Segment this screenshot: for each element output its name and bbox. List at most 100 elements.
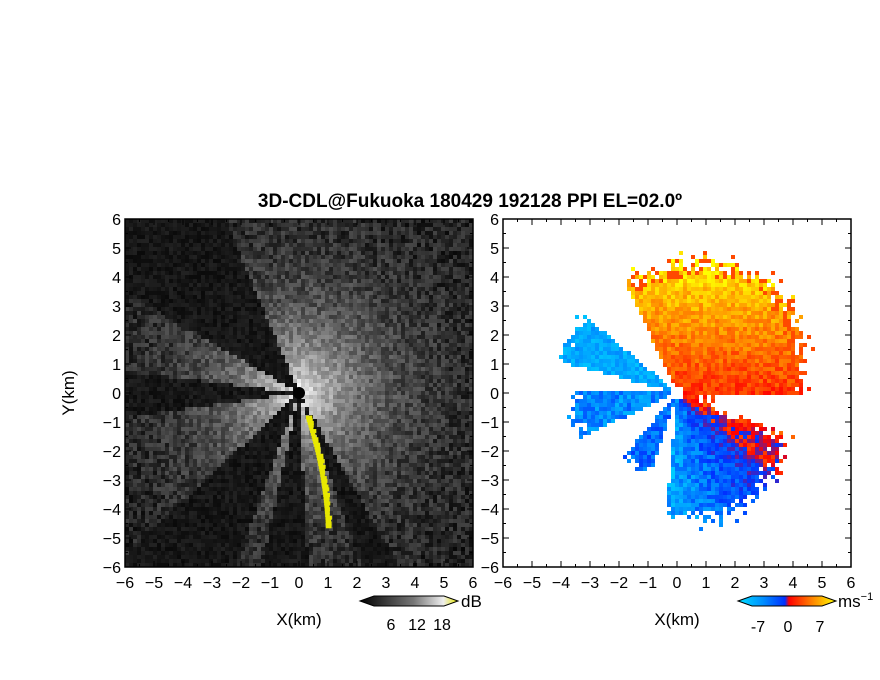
reflectivity-cell xyxy=(245,259,249,263)
reflectivity-cell xyxy=(313,247,317,251)
reflectivity-cell xyxy=(273,331,277,335)
reflectivity-cell xyxy=(157,275,161,279)
reflectivity-cell xyxy=(453,371,457,375)
reflectivity-cell xyxy=(301,263,305,267)
reflectivity-cell xyxy=(373,227,377,231)
reflectivity-cell xyxy=(449,271,453,275)
reflectivity-cell xyxy=(161,263,165,267)
reflectivity-cell xyxy=(269,243,273,247)
reflectivity-cell xyxy=(237,223,241,227)
reflectivity-cell xyxy=(221,439,225,443)
reflectivity-cell xyxy=(141,399,145,403)
reflectivity-cell xyxy=(357,303,361,307)
reflectivity-cell xyxy=(241,251,245,255)
reflectivity-cell xyxy=(401,219,405,223)
reflectivity-cell xyxy=(357,415,361,419)
reflectivity-cell xyxy=(401,411,405,415)
reflectivity-cell xyxy=(209,447,213,451)
reflectivity-cell xyxy=(153,391,157,395)
reflectivity-cell xyxy=(305,279,309,283)
reflectivity-cell xyxy=(381,259,385,263)
reflectivity-cell xyxy=(165,231,169,235)
reflectivity-cell xyxy=(189,411,193,415)
reflectivity-cell xyxy=(145,299,149,303)
reflectivity-cell xyxy=(241,231,245,235)
reflectivity-cell xyxy=(237,327,241,331)
reflectivity-cell xyxy=(329,319,333,323)
reflectivity-cell xyxy=(337,427,341,431)
reflectivity-cell xyxy=(317,223,321,227)
reflectivity-cell xyxy=(233,223,237,227)
reflectivity-cell xyxy=(429,275,433,279)
reflectivity-cell xyxy=(293,323,297,327)
reflectivity-cell xyxy=(165,283,169,287)
reflectivity-cell xyxy=(449,363,453,367)
reflectivity-cell xyxy=(397,251,401,255)
reflectivity-cell xyxy=(281,367,285,371)
reflectivity-cell xyxy=(177,259,181,263)
reflectivity-cell xyxy=(281,319,285,323)
reflectivity-cell xyxy=(133,287,137,291)
reflectivity-cell xyxy=(145,239,149,243)
reflectivity-cell xyxy=(181,295,185,299)
reflectivity-cell xyxy=(281,411,285,415)
reflectivity-cell xyxy=(341,379,345,383)
reflectivity-cell xyxy=(397,359,401,363)
reflectivity-cell xyxy=(133,391,137,395)
reflectivity-cell xyxy=(341,355,345,359)
reflectivity-cell xyxy=(193,443,197,447)
reflectivity-cell xyxy=(253,359,257,363)
reflectivity-cell xyxy=(337,403,341,407)
reflectivity-cell xyxy=(137,239,141,243)
reflectivity-cell xyxy=(401,311,405,315)
reflectivity-cell xyxy=(229,315,233,319)
reflectivity-cell xyxy=(297,255,301,259)
reflectivity-cell xyxy=(169,419,173,423)
reflectivity-cell xyxy=(237,319,241,323)
reflectivity-cell xyxy=(413,271,417,275)
reflectivity-cell xyxy=(433,323,437,327)
reflectivity-cell xyxy=(333,299,337,303)
reflectivity-cell xyxy=(261,267,265,271)
reflectivity-cell xyxy=(453,403,457,407)
reflectivity-cell xyxy=(329,311,333,315)
reflectivity-cell xyxy=(257,291,261,295)
reflectivity-cell xyxy=(249,311,253,315)
reflectivity-cell xyxy=(301,267,305,271)
reflectivity-cell xyxy=(465,443,469,447)
reflectivity-cell xyxy=(165,399,169,403)
reflectivity-cell xyxy=(373,407,377,411)
reflectivity-cell xyxy=(225,255,229,259)
reflectivity-cell xyxy=(129,363,133,367)
reflectivity-cell xyxy=(413,347,417,351)
reflectivity-cell xyxy=(317,359,321,363)
reflectivity-cell xyxy=(237,423,241,427)
reflectivity-cell xyxy=(385,295,389,299)
reflectivity-cell xyxy=(389,227,393,231)
reflectivity-cell xyxy=(325,279,329,283)
reflectivity-cell xyxy=(469,427,473,431)
reflectivity-cell xyxy=(185,427,189,431)
reflectivity-cell xyxy=(293,239,297,243)
reflectivity-cell xyxy=(337,235,341,239)
reflectivity-cell xyxy=(285,363,289,367)
reflectivity-cell xyxy=(245,419,249,423)
reflectivity-cell xyxy=(273,311,277,315)
reflectivity-cell xyxy=(217,291,221,295)
reflectivity-cell xyxy=(345,363,349,367)
reflectivity-cell xyxy=(289,235,293,239)
reflectivity-cell xyxy=(357,391,361,395)
reflectivity-cell xyxy=(313,343,317,347)
reflectivity-cell xyxy=(321,231,325,235)
reflectivity-cell xyxy=(285,279,289,283)
reflectivity-cell xyxy=(449,319,453,323)
reflectivity-cell xyxy=(133,339,137,343)
reflectivity-cell xyxy=(189,379,193,383)
reflectivity-cell xyxy=(245,347,249,351)
reflectivity-cell xyxy=(265,235,269,239)
reflectivity-cell xyxy=(185,279,189,283)
reflectivity-cell xyxy=(145,359,149,363)
reflectivity-cell xyxy=(157,315,161,319)
reflectivity-cell xyxy=(277,427,281,431)
reflectivity-cell xyxy=(305,291,309,295)
